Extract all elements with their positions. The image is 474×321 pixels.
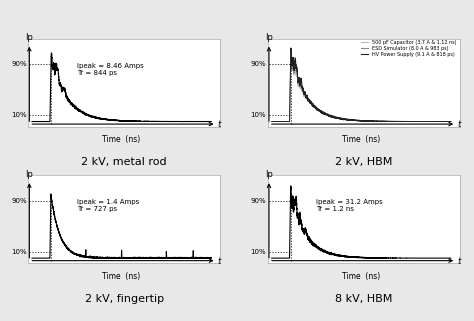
Title: 2 kV, HBM: 2 kV, HBM <box>335 158 392 168</box>
Text: Ip: Ip <box>265 33 273 42</box>
Text: Ipeak = 1.4 Amps
Tr = 727 ps: Ipeak = 1.4 Amps Tr = 727 ps <box>77 199 139 213</box>
Text: Ipeak = 8.46 Amps
Tr = 844 ps: Ipeak = 8.46 Amps Tr = 844 ps <box>77 63 144 76</box>
Text: Time  (ns): Time (ns) <box>342 135 380 144</box>
Text: Ip: Ip <box>26 33 33 42</box>
Text: 10%: 10% <box>11 249 27 255</box>
Text: 10%: 10% <box>251 112 266 118</box>
Text: Ipeak = 31.2 Amps
Tr = 1.2 ns: Ipeak = 31.2 Amps Tr = 1.2 ns <box>317 199 383 213</box>
Text: Ip: Ip <box>26 170 33 179</box>
Text: t: t <box>218 257 221 266</box>
Text: t: t <box>457 257 460 266</box>
Text: 90%: 90% <box>251 198 266 204</box>
Title: 8 kV, HBM: 8 kV, HBM <box>335 294 392 304</box>
Text: Ip: Ip <box>265 170 273 179</box>
Title: 2 kV, fingertip: 2 kV, fingertip <box>85 294 164 304</box>
Legend: 500 pF Capacitor (3.7 A & 1.12 ns), ESD Simulator (8.0 A & 983 ps), HV Power Sup: 500 pF Capacitor (3.7 A & 1.12 ns), ESD … <box>361 39 457 57</box>
Title: 2 kV, metal rod: 2 kV, metal rod <box>82 158 167 168</box>
Text: t: t <box>457 120 460 129</box>
Text: 90%: 90% <box>251 61 266 67</box>
Text: 10%: 10% <box>11 112 27 118</box>
Text: 10%: 10% <box>251 249 266 255</box>
Text: 90%: 90% <box>11 61 27 67</box>
Text: Time  (ns): Time (ns) <box>102 272 141 281</box>
Text: t: t <box>218 120 221 129</box>
Text: 90%: 90% <box>11 198 27 204</box>
Text: Time  (ns): Time (ns) <box>102 135 141 144</box>
Text: Time  (ns): Time (ns) <box>342 272 380 281</box>
